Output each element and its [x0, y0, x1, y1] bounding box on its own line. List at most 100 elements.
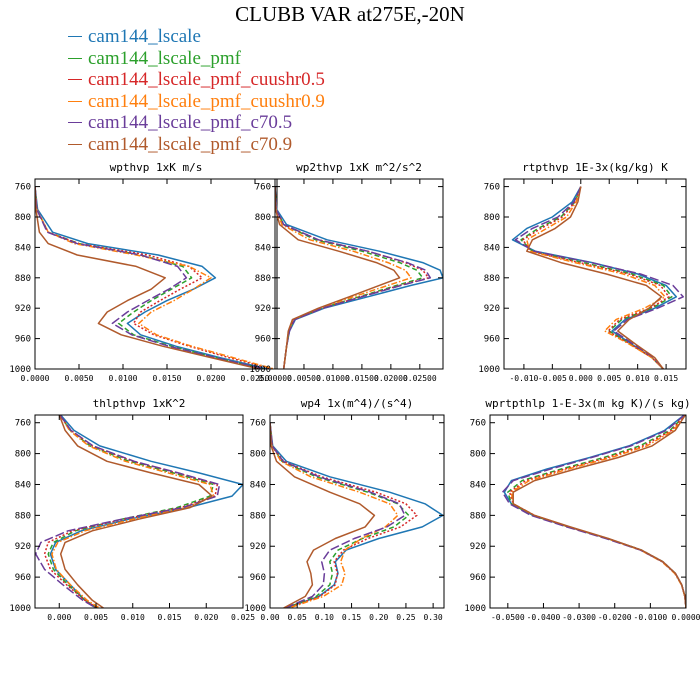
x-tick-label: -0.005 [538, 374, 567, 383]
chart-panel-3: rtpthvp 1E-3x(kg/kg) K 760 800 840 880 920 960… [478, 161, 687, 383]
legend-swatch [68, 122, 82, 124]
series-line-2 [35, 186, 264, 369]
x-tick-label: 0.010 [626, 374, 650, 383]
y-tick-label: 840 [15, 243, 31, 253]
x-tick-label: 0.005 [84, 613, 108, 622]
x-tick-label: 0.02500 [403, 374, 437, 383]
y-tick-label: 880 [250, 511, 266, 521]
y-tick-label: 920 [255, 304, 271, 314]
legend-label: cam144_lscale_pmf_cuushr0.5 [88, 69, 325, 91]
series-line-1 [275, 186, 443, 369]
x-tick-label: 0.01000 [316, 374, 350, 383]
legend-label: cam144_lscale_pmf_c70.5 [88, 112, 293, 134]
y-tick-label: 840 [484, 243, 500, 253]
plot-frame [34, 178, 278, 370]
y-tick-label: 1000 [249, 365, 271, 375]
x-tick-label: 0.025 [231, 613, 255, 622]
series-line-3 [522, 186, 670, 369]
y-tick-label: 760 [15, 419, 31, 429]
y-tick-label: 760 [15, 183, 31, 193]
plot-frame [503, 178, 687, 370]
x-tick-label: -0.0100 [634, 613, 668, 622]
y-tick-label: 880 [470, 511, 486, 521]
x-tick-label: 0.02000 [374, 374, 408, 383]
x-tick-label: 0.15 [342, 613, 361, 622]
x-tick-label: -0.0400 [527, 613, 561, 622]
x-tick-label: 0.015 [157, 613, 181, 622]
y-tick-label: 960 [470, 573, 486, 583]
x-tick-label: 0.01500 [345, 374, 379, 383]
y-tick-label: 840 [255, 243, 271, 253]
series-line-5 [275, 186, 432, 369]
y-tick-label: 1000 [9, 365, 31, 375]
y-tick-label: 800 [15, 213, 31, 223]
x-tick-label: 0.005 [597, 374, 621, 383]
series-line-4 [526, 186, 666, 369]
x-tick-label: 0.0150 [153, 374, 182, 383]
legend-swatch [68, 57, 82, 59]
y-tick-label: 1000 [9, 604, 31, 614]
legend-swatch [68, 36, 82, 37]
legend-label: cam144_lscale_pmf_cuushr0.9 [88, 90, 325, 112]
series-line-1 [49, 415, 243, 608]
y-tick-label: 840 [470, 480, 486, 490]
x-tick-label: 0.00 [260, 613, 279, 622]
x-tick-label: 0.020 [194, 613, 218, 622]
series-group [35, 415, 243, 608]
series-line-1 [35, 186, 269, 369]
chart-title: wpthvp 1xK m/s [110, 161, 203, 174]
x-tick-label: -0.0200 [598, 613, 632, 622]
series-line-5 [514, 186, 684, 369]
y-tick-label: 840 [15, 480, 31, 490]
series-line-5 [35, 415, 221, 608]
y-tick-label: 920 [250, 542, 266, 552]
chart-title: thlpthvp 1xK^2 [93, 397, 186, 410]
y-tick-label: 960 [250, 573, 266, 583]
series-line-5 [35, 186, 264, 369]
y-tick-label: 960 [484, 335, 500, 345]
series-line-3 [43, 415, 219, 608]
plot-frame [489, 414, 687, 609]
y-tick-label: 800 [250, 450, 266, 460]
x-tick-label: 0.0050 [65, 374, 94, 383]
series-line-4 [51, 415, 215, 608]
x-tick-label: 0.010 [121, 613, 145, 622]
series-group [275, 186, 443, 369]
y-tick-label: 920 [15, 542, 31, 552]
y-tick-label: 920 [484, 304, 500, 314]
plot-frame [269, 414, 445, 609]
chart-panel-4: thlpthvp 1xK^2 760 800 840 880 920 960 1000 0.00… [9, 397, 255, 622]
legend-label: cam144_lscale_pmf [88, 47, 242, 69]
x-tick-label: 0.000 [47, 613, 71, 622]
x-tick-label: 0.0100 [109, 374, 138, 383]
y-tick-label: 880 [15, 511, 31, 521]
x-tick-label: 0.00000 [258, 374, 292, 383]
y-tick-label: 920 [15, 304, 31, 314]
x-tick-label: 0.25 [396, 613, 415, 622]
x-tick-label: 0.0250 [241, 374, 270, 383]
series-line-4 [270, 422, 399, 608]
series-line-1 [511, 186, 678, 369]
y-tick-label: 800 [484, 213, 500, 223]
series-line-6 [526, 186, 664, 369]
x-tick-label: -0.0300 [562, 613, 596, 622]
y-tick-label: 960 [15, 573, 31, 583]
chart-title: wprtpthlp 1-E-3x(m kg K)/(s kg) [485, 397, 690, 410]
y-tick-label: 1000 [244, 604, 266, 614]
x-tick-label: 0.20 [369, 613, 388, 622]
series-line-5 [270, 422, 406, 608]
series-line-6 [275, 186, 401, 369]
x-tick-label: 0.015 [654, 374, 678, 383]
x-tick-label: 0.30 [423, 613, 442, 622]
series-line-2 [270, 422, 410, 608]
series-line-3 [508, 415, 686, 608]
series-group [270, 422, 444, 608]
y-tick-label: 800 [255, 213, 271, 223]
chart-title: wp2thvp 1xK m^2/s^2 [296, 161, 422, 174]
series-group [511, 186, 684, 369]
series-line-2 [275, 186, 424, 369]
legend-swatch [68, 79, 82, 81]
series-line-2 [507, 415, 686, 608]
y-tick-label: 800 [470, 450, 486, 460]
